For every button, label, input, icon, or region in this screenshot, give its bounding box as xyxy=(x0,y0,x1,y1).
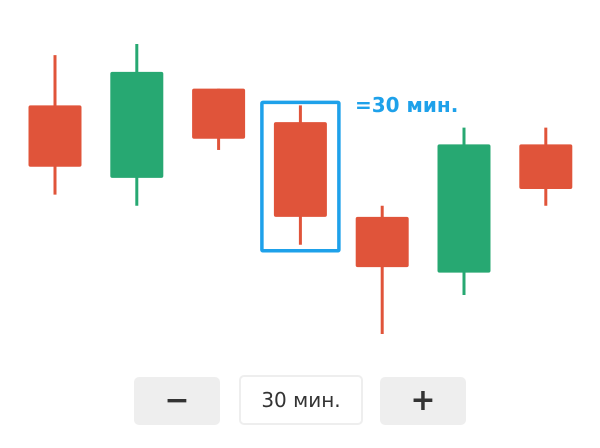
candle-body-6 xyxy=(437,144,491,273)
interval-controls: − 30 мин. + xyxy=(0,375,600,427)
decrease-interval-button[interactable]: − xyxy=(134,377,220,425)
plus-icon: + xyxy=(410,383,436,418)
candle-body-1 xyxy=(28,105,82,167)
candle-body-5 xyxy=(355,216,409,268)
candle-body-2 xyxy=(110,71,164,178)
minus-icon: − xyxy=(164,383,190,418)
interval-value: 30 мин. xyxy=(261,388,341,412)
interval-display: 30 мин. xyxy=(239,375,363,425)
increase-interval-button[interactable]: + xyxy=(380,377,466,425)
candle-body-4 xyxy=(273,122,327,217)
highlight-frame xyxy=(260,100,341,253)
candlestick-chart xyxy=(28,44,573,334)
candle-body-7 xyxy=(519,144,573,189)
interval-callout-label: =30 мин. xyxy=(355,93,459,117)
candle-body-3 xyxy=(192,88,246,139)
